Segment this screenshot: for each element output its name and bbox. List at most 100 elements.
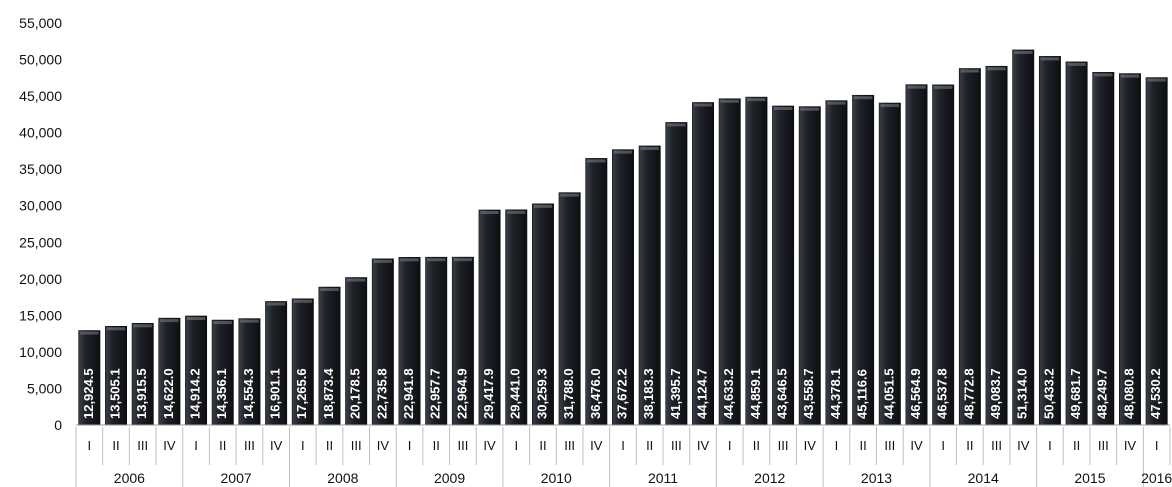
bar-value-label: 17,265.6 — [294, 368, 309, 419]
y-tick-label: 10,000 — [19, 344, 62, 360]
bar-highlight — [907, 85, 926, 89]
bar-value-label: 14,622.0 — [161, 368, 176, 419]
quarter-tick-label: I — [1048, 438, 1052, 453]
y-tick-label: 20,000 — [19, 271, 62, 287]
bar-highlight — [800, 107, 819, 111]
quarter-tick-label: III — [884, 438, 895, 453]
quarter-tick-label: IV — [590, 438, 603, 453]
bars-group: 12,924.5 13,505.1 13,915.5 14,622.0 14,914.2… — [78, 49, 1168, 426]
bar-highlight — [880, 104, 900, 108]
bar-highlight — [400, 258, 419, 262]
quarter-tick-label: III — [351, 438, 362, 453]
bar-value-label: 44,378.1 — [828, 368, 843, 419]
bar-highlight — [587, 159, 606, 163]
bar-highlight — [240, 319, 259, 323]
y-tick-label: 0 — [54, 417, 62, 433]
bar-highlight — [1014, 50, 1033, 54]
year-tick-label: 2011 — [648, 470, 678, 486]
quarter-tick-label: IV — [697, 438, 710, 453]
y-tick-label: 15,000 — [19, 307, 62, 323]
bar-value-label: 22,964.9 — [454, 368, 469, 419]
bar-highlight — [266, 302, 286, 306]
bar-value-label: 30,259.3 — [534, 368, 549, 419]
quarter-tick-label: II — [433, 438, 440, 453]
bar-highlight — [480, 210, 499, 214]
bar-value-label: 49,681.7 — [1068, 368, 1083, 419]
bar-value-label: 43,558.7 — [801, 368, 816, 419]
bar-highlight — [693, 103, 713, 107]
bar-highlight — [747, 98, 766, 102]
year-tick-label: 2007 — [221, 470, 252, 486]
bar-value-label: 43,646.5 — [775, 368, 790, 419]
year-tick-label: 2013 — [861, 470, 892, 486]
bar-value-label: 14,356.1 — [214, 368, 229, 419]
quarter-tick-label: III — [137, 438, 148, 453]
bar-highlight — [373, 259, 393, 263]
quarter-tick-label: III — [564, 438, 575, 453]
year-tick-label: 2006 — [114, 470, 145, 486]
quarter-tick-label: II — [1073, 438, 1080, 453]
year-tick-label: 2010 — [541, 470, 572, 486]
bar-highlight — [720, 99, 739, 103]
bar-highlight — [133, 324, 152, 328]
quarter-tick-label: II — [966, 438, 973, 453]
bar-highlight — [1147, 78, 1166, 82]
year-tick-label: 2008 — [327, 470, 358, 486]
quarter-tick-label: I — [621, 438, 625, 453]
bar-value-label: 47,530.2 — [1148, 368, 1163, 419]
bar-value-label: 31,788.0 — [561, 368, 576, 419]
quarter-tick-label: I — [514, 438, 518, 453]
bar-highlight — [453, 258, 473, 262]
bar-value-label: 36,476.0 — [588, 368, 603, 419]
year-tick-label: 2012 — [754, 470, 785, 486]
bar-highlight — [213, 321, 232, 325]
quarter-tick-label: III — [244, 438, 255, 453]
quarter-tick-label: IV — [483, 438, 496, 453]
quarter-tick-label: II — [326, 438, 333, 453]
bar-highlight — [560, 193, 579, 197]
quarter-tick-label: III — [671, 438, 682, 453]
bar-value-label: 38,183.3 — [641, 368, 656, 419]
y-tick-label: 5,000 — [27, 380, 62, 396]
y-axis: 0 5,000 10,000 15,000 20,000 25,000 30,000 35,0… — [19, 15, 62, 433]
bar-value-label: 29,417.9 — [481, 368, 496, 419]
bar-value-label: 16,901.1 — [268, 368, 283, 419]
bar-highlight — [773, 106, 793, 110]
bar-highlight — [613, 150, 633, 154]
bar-value-label: 22,735.8 — [374, 368, 389, 419]
bar-value-label: 48,772.8 — [961, 368, 976, 419]
bar-highlight — [346, 278, 366, 282]
bar-value-label: 41,395.7 — [668, 368, 683, 419]
bar-value-label: 14,914.2 — [188, 368, 203, 419]
quarter-tick-label: III — [778, 438, 789, 453]
bar-value-label: 13,505.1 — [107, 368, 122, 419]
bar-highlight — [1094, 73, 1113, 77]
bar-highlight — [320, 288, 339, 292]
bar-highlight — [960, 69, 980, 73]
quarter-tick-label: IV — [163, 438, 176, 453]
bar-value-label: 44,633.2 — [721, 368, 736, 419]
bar-highlight — [853, 96, 873, 100]
y-tick-label: 45,000 — [19, 88, 62, 104]
bar-value-label: 44,859.1 — [748, 368, 763, 419]
quarter-tick-label: III — [1098, 438, 1109, 453]
bar-value-label: 18,873.4 — [321, 368, 336, 419]
bar-highlight — [427, 258, 446, 262]
year-tick-label: 2016 — [1141, 470, 1172, 486]
bar-highlight — [640, 146, 659, 150]
quarter-tick-label: I — [194, 438, 198, 453]
quarter-tick-label: I — [301, 438, 305, 453]
quarter-tick-label: III — [991, 438, 1002, 453]
bar-value-label: 44,124.7 — [694, 368, 709, 419]
quarter-tick-label: IV — [910, 438, 923, 453]
quarter-tick-label: IV — [804, 438, 817, 453]
bar-value-label: 51,314.0 — [1015, 368, 1030, 419]
quarter-tick-label: I — [728, 438, 732, 453]
quarter-tick-label: I — [408, 438, 412, 453]
bar-highlight — [934, 85, 953, 89]
quarter-tick-label: II — [860, 438, 867, 453]
quarter-tick-label: II — [539, 438, 546, 453]
bar-highlight — [1040, 57, 1060, 61]
y-tick-label: 35,000 — [19, 161, 62, 177]
